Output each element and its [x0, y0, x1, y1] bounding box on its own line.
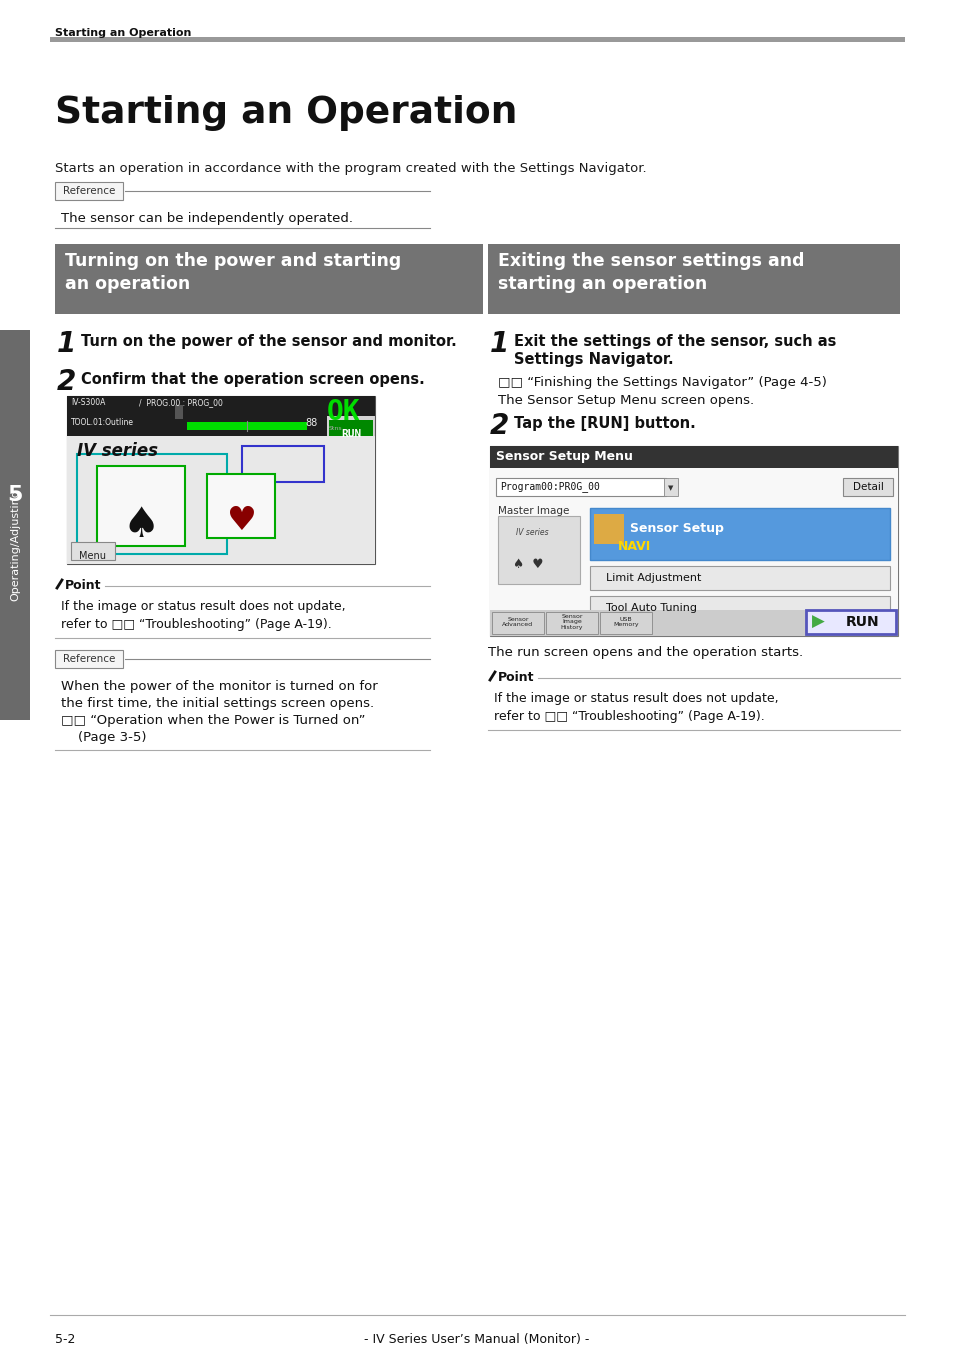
Text: Program00:PR0G_00: Program00:PR0G_00: [499, 481, 599, 492]
Text: □□ “Operation when the Power is Turned on”: □□ “Operation when the Power is Turned o…: [61, 714, 365, 727]
Bar: [497, 516, 579, 584]
Bar: [545, 612, 598, 634]
Bar: [71, 542, 115, 559]
Text: (Page 3-5): (Page 3-5): [61, 731, 147, 744]
FancyBboxPatch shape: [55, 182, 123, 200]
Text: ♥: ♥: [226, 504, 255, 537]
Bar: [496, 479, 665, 496]
Bar: [805, 611, 895, 634]
Text: NAVI: NAVI: [618, 541, 651, 553]
Text: If the image or status result does not update,
refer to □□ “Troubleshooting” (Pa: If the image or status result does not u…: [494, 692, 778, 723]
Text: If the image or status result does not update,
refer to □□ “Troubleshooting” (Pa: If the image or status result does not u…: [61, 600, 345, 631]
Bar: [67, 396, 375, 417]
Text: When the power of the monitor is turned on for: When the power of the monitor is turned …: [61, 679, 377, 693]
Text: Detail: Detail: [852, 483, 882, 492]
Text: Point: Point: [65, 580, 101, 592]
Text: Settings Navigator.: Settings Navigator.: [514, 352, 673, 367]
Bar: [490, 446, 897, 636]
Text: ▶: ▶: [811, 613, 823, 631]
Bar: [174, 404, 183, 419]
Text: Master Image: Master Image: [497, 506, 569, 516]
Text: Limit Adjustment: Limit Adjustment: [605, 573, 700, 582]
Text: - IV Series User’s Manual (Monitor) -: - IV Series User’s Manual (Monitor) -: [364, 1333, 589, 1347]
Text: 1: 1: [57, 330, 76, 359]
Bar: [589, 596, 889, 620]
Text: 1: 1: [490, 330, 509, 359]
Text: Reference: Reference: [63, 654, 115, 665]
Text: 5: 5: [8, 485, 23, 506]
Bar: [490, 468, 897, 636]
Bar: [207, 474, 274, 538]
Bar: [77, 454, 227, 554]
Text: Sensor
Advanced: Sensor Advanced: [502, 617, 533, 627]
Text: ▼: ▼: [668, 485, 673, 491]
Bar: [599, 612, 651, 634]
Text: Turning on the power and starting
an operation: Turning on the power and starting an ope…: [65, 252, 401, 293]
Text: 88: 88: [305, 418, 317, 429]
Text: Tool Auto Tuning: Tool Auto Tuning: [605, 603, 697, 613]
Bar: [492, 612, 543, 634]
Text: The sensor can be independently operated.: The sensor can be independently operated…: [61, 212, 353, 225]
Bar: [97, 466, 185, 546]
Text: IV series: IV series: [516, 528, 548, 537]
Text: OK: OK: [327, 398, 360, 426]
Text: ♠  ♥: ♠ ♥: [512, 558, 542, 572]
Text: TOOL.01:Outline: TOOL.01:Outline: [71, 418, 133, 427]
Bar: [490, 611, 897, 636]
Text: Turn on the power of the sensor and monitor.: Turn on the power of the sensor and moni…: [81, 334, 456, 349]
Text: Sensor Setup: Sensor Setup: [629, 522, 723, 535]
Bar: [67, 396, 375, 563]
Bar: [842, 479, 892, 496]
Text: 2: 2: [57, 368, 76, 396]
Text: Starting an Operation: Starting an Operation: [55, 94, 517, 131]
Bar: [50, 36, 904, 42]
Bar: [329, 421, 373, 438]
Text: IV-S300A: IV-S300A: [71, 398, 105, 407]
Text: /  PROG.00 : PROG_00: / PROG.00 : PROG_00: [139, 398, 223, 407]
Text: ♠: ♠: [122, 504, 159, 546]
Bar: [594, 514, 623, 545]
Text: Point: Point: [497, 671, 534, 683]
Text: USB
Memory: USB Memory: [613, 617, 639, 627]
Bar: [242, 446, 324, 483]
Bar: [0, 330, 30, 720]
Bar: [67, 435, 375, 563]
Bar: [488, 244, 899, 314]
Text: The Sensor Setup Menu screen opens.: The Sensor Setup Menu screen opens.: [497, 394, 753, 407]
Text: Reference: Reference: [63, 186, 115, 195]
Bar: [663, 479, 678, 496]
Bar: [55, 244, 482, 314]
Text: Operating/Adjusting: Operating/Adjusting: [10, 489, 20, 601]
Bar: [67, 417, 327, 435]
Text: Starts an operation in accordance with the program created with the Settings Nav: Starts an operation in accordance with t…: [55, 162, 646, 175]
Text: Stns: Stns: [329, 426, 342, 431]
Text: 5-2: 5-2: [55, 1333, 75, 1347]
Text: IV series: IV series: [77, 442, 158, 460]
Bar: [589, 508, 889, 559]
Text: Confirm that the operation screen opens.: Confirm that the operation screen opens.: [81, 372, 424, 387]
Text: RUN: RUN: [845, 615, 879, 630]
Text: RUN: RUN: [340, 429, 361, 439]
Text: Exit the settings of the sensor, such as: Exit the settings of the sensor, such as: [514, 334, 836, 349]
Text: Sensor Setup Menu: Sensor Setup Menu: [496, 450, 632, 462]
Text: □□ “Finishing the Settings Navigator” (Page 4-5): □□ “Finishing the Settings Navigator” (P…: [497, 376, 826, 390]
Text: The run screen opens and the operation starts.: The run screen opens and the operation s…: [488, 646, 802, 659]
Text: Menu: Menu: [79, 551, 107, 561]
Bar: [490, 446, 897, 468]
Text: Sensor
Image
History: Sensor Image History: [560, 615, 582, 630]
Text: Exiting the sensor settings and
starting an operation: Exiting the sensor settings and starting…: [497, 252, 803, 293]
Text: Tap the [RUN] button.: Tap the [RUN] button.: [514, 417, 695, 431]
Text: 2: 2: [490, 412, 509, 439]
Text: Starting an Operation: Starting an Operation: [55, 28, 192, 38]
Bar: [187, 422, 307, 430]
FancyBboxPatch shape: [55, 650, 123, 669]
Bar: [589, 566, 889, 590]
Text: the first time, the initial settings screen opens.: the first time, the initial settings scr…: [61, 697, 374, 710]
